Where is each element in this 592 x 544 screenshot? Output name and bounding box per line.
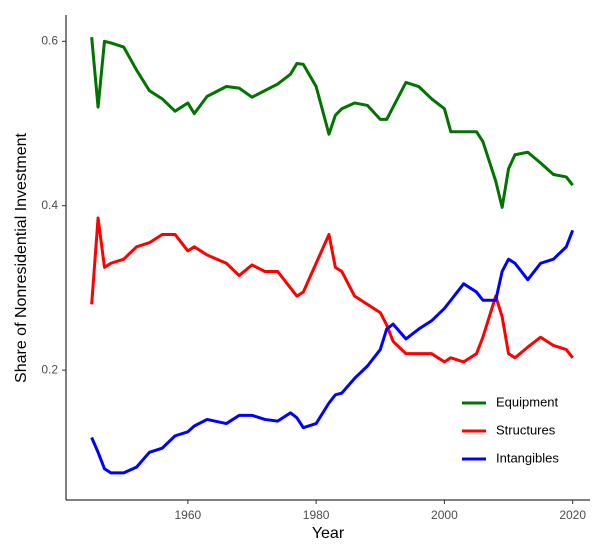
y-tick-label: 0.2 [41, 362, 58, 376]
y-tick-label: 0.4 [41, 198, 58, 212]
series-line [90, 37, 574, 209]
x-tick-label: 2000 [431, 508, 458, 522]
x-tick-label: 1980 [303, 508, 330, 522]
series-line [90, 216, 574, 364]
x-tick-label: 1960 [175, 508, 202, 522]
legend-label: Structures [496, 422, 556, 437]
legend-label: Equipment [496, 394, 559, 409]
y-tick-label: 0.6 [41, 33, 58, 47]
series-line [90, 229, 575, 475]
x-tick-label: 2020 [559, 508, 586, 522]
legend-label: Intangibles [496, 450, 559, 465]
y-axis-title: Share of Nonresidential Investment [13, 132, 30, 382]
x-axis-title: Year [312, 525, 345, 542]
